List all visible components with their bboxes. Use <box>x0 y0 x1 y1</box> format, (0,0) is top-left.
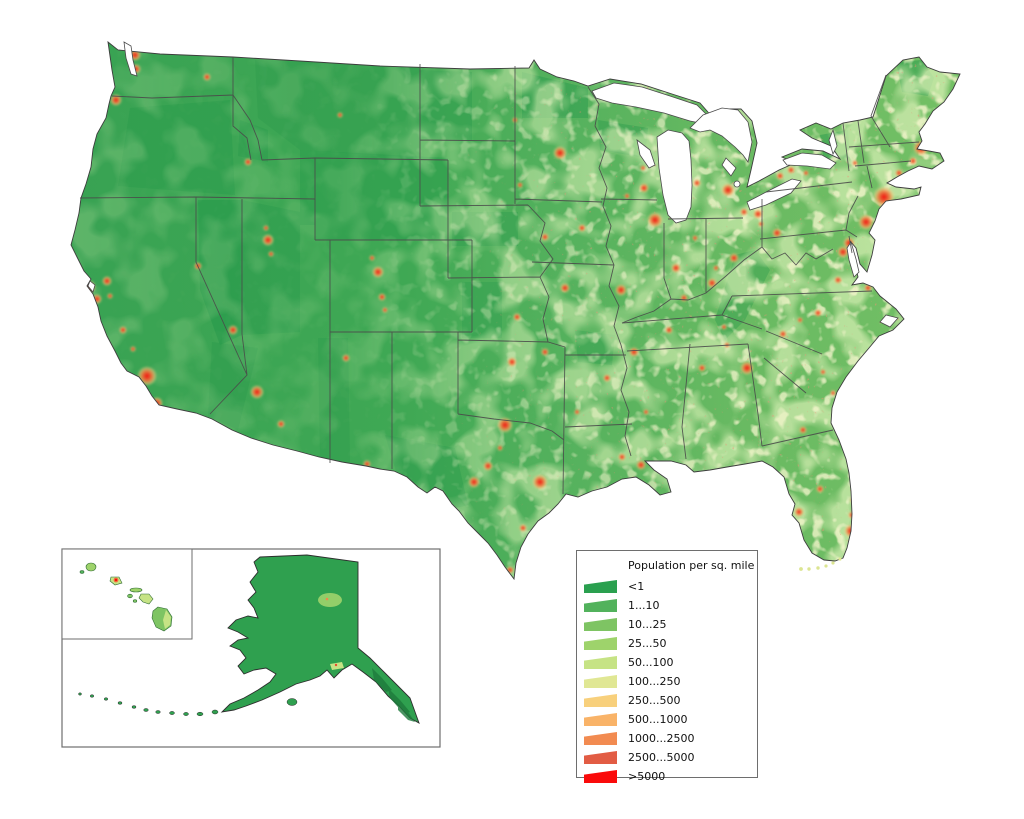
legend-item: 50...100 <box>584 653 757 672</box>
alaska-inset <box>78 554 420 724</box>
alaska-panhandle-texture <box>372 668 415 722</box>
kodiak-island <box>286 698 298 706</box>
great-lakes <box>87 41 899 328</box>
legend-item: 10...25 <box>584 615 757 634</box>
legend-item: >5000 <box>584 767 757 786</box>
legend-label: 25...50 <box>628 637 667 650</box>
lake-champlain <box>828 128 838 156</box>
lanai <box>127 593 133 599</box>
us-outline <box>70 40 961 581</box>
legend-item: 100...250 <box>584 672 757 691</box>
san-francisco-bay <box>87 280 96 293</box>
legend-color-swatch <box>584 618 617 631</box>
legend-color-swatch <box>584 675 617 688</box>
kauai <box>85 562 97 572</box>
lake-st-clair <box>733 180 741 188</box>
legend-label: 1000...2500 <box>628 732 695 745</box>
legend-color-swatch <box>584 580 617 593</box>
legend-color-swatch <box>584 770 617 783</box>
contiguous-us-land <box>71 42 960 579</box>
legend-label: <1 <box>628 580 645 593</box>
inset-box <box>61 548 441 748</box>
green-bay <box>636 139 656 169</box>
legend-color-swatch <box>584 713 617 726</box>
legend-item: 250...500 <box>584 691 757 710</box>
saginaw-bay <box>721 157 737 177</box>
legend: Population per sq. mile <1 1...10 10...2… <box>576 550 758 783</box>
legend-color-swatch <box>584 694 617 707</box>
niihau <box>79 570 85 574</box>
puget-sound <box>123 41 138 77</box>
legend-label: 100...250 <box>628 675 681 688</box>
legend-color-swatch <box>584 732 617 745</box>
legend-title: Population per sq. mile <box>628 559 755 572</box>
fairbanks-patch <box>318 593 342 607</box>
lake-huron <box>689 107 753 163</box>
legend-color-swatch <box>584 656 617 669</box>
anchorage-patch <box>330 662 344 670</box>
lake-erie <box>746 178 802 211</box>
legend-color-swatch <box>584 637 617 650</box>
alaska-land <box>220 554 420 724</box>
kahoolawe <box>132 599 138 603</box>
legend-label: 10...25 <box>628 618 667 631</box>
legend-item: 1...10 <box>584 596 757 615</box>
legend-item: 2500...5000 <box>584 748 757 767</box>
chesapeake-bay <box>846 241 860 278</box>
legend-item: 25...50 <box>584 634 757 653</box>
legend-label: 50...100 <box>628 656 674 669</box>
legend-label: 500...1000 <box>628 713 688 726</box>
legend-item: 500...1000 <box>584 710 757 729</box>
legend-color-swatch <box>584 599 617 612</box>
lake-ontario <box>782 152 837 170</box>
pamlico-sound <box>879 314 899 328</box>
aleutian-islands <box>78 692 298 717</box>
legend-item: 1000...2500 <box>584 729 757 748</box>
florida-keys <box>799 557 842 571</box>
molokai <box>129 587 143 593</box>
maui <box>138 593 154 605</box>
hawaii-inset <box>79 562 173 632</box>
legend-label: 1...10 <box>628 599 660 612</box>
legend-label: >5000 <box>628 770 666 783</box>
legend-label: 2500...5000 <box>628 751 695 764</box>
state-borders <box>79 57 920 495</box>
hawaii-inset-box <box>61 548 193 640</box>
lake-michigan <box>656 129 693 224</box>
legend-item: <1 <box>584 577 757 596</box>
legend-color-swatch <box>584 751 617 764</box>
legend-label: 250...500 <box>628 694 681 707</box>
